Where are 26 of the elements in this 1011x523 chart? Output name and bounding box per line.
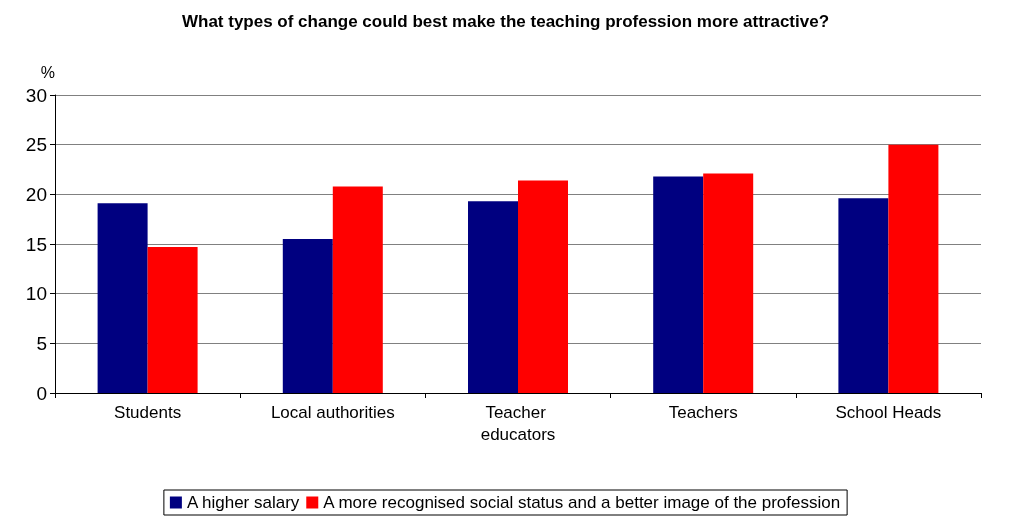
bar <box>888 144 939 393</box>
y-tick-label: 30 <box>25 84 47 106</box>
chart-title: What types of change could best make the teaching profession more attractive? <box>181 12 830 31</box>
y-tick-label: 25 <box>25 134 47 156</box>
x-tick-label: Students <box>114 402 182 422</box>
bar <box>147 246 198 393</box>
bar <box>838 198 889 393</box>
bar <box>97 203 148 393</box>
bar <box>282 239 333 393</box>
x-tick-label: Teachers <box>668 402 738 422</box>
x-tick-label: Teacher educators <box>480 402 556 444</box>
bar <box>332 186 383 393</box>
legend-label: A more recognised social status and a better image of the profession <box>323 493 841 512</box>
x-tick-label: School Heads <box>835 402 942 422</box>
y-tick-label: 10 <box>25 283 47 305</box>
bar <box>653 176 704 393</box>
bar <box>518 180 568 393</box>
y-tick-label: 0 <box>36 382 47 404</box>
bar <box>468 201 518 393</box>
y-axis-title: % <box>40 63 55 81</box>
y-tick-label: 15 <box>25 233 47 255</box>
x-tick-label: Local authorities <box>270 402 395 422</box>
y-tick-label: 20 <box>25 183 47 205</box>
y-tick-label: 5 <box>36 332 47 354</box>
bar <box>703 173 754 393</box>
legend-label: A higher salary <box>186 493 300 512</box>
